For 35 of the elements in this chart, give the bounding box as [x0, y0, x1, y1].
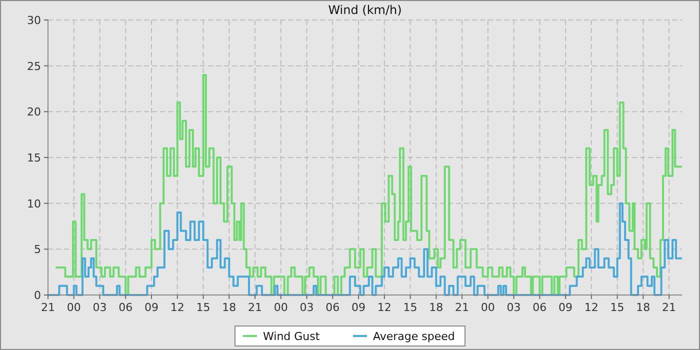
- x-tick-label: 18: [429, 301, 444, 314]
- x-tick-label: 00: [274, 301, 288, 314]
- x-tick-label: 12: [170, 301, 184, 314]
- x-tick-label: 00: [66, 301, 81, 314]
- y-tick-label: 15: [27, 152, 41, 164]
- x-tick-label: 06: [118, 301, 133, 314]
- x-tick-label: 03: [92, 301, 107, 314]
- y-tick-label: 30: [27, 14, 41, 27]
- x-tick-label: 18: [222, 301, 236, 314]
- x-tick-label: 21: [41, 301, 55, 314]
- x-tick-label: 12: [584, 301, 598, 314]
- legend-label: Wind Gust: [263, 330, 320, 343]
- x-tick-label: 15: [196, 301, 210, 314]
- x-tick-label: 00: [480, 301, 495, 314]
- x-tick-label: 21: [662, 301, 676, 314]
- x-tick-label: 18: [636, 301, 650, 314]
- x-tick-label: 03: [300, 301, 314, 314]
- x-tick-label: 09: [558, 301, 573, 314]
- y-tick-label: 10: [27, 197, 41, 210]
- y-tick-label: 20: [27, 106, 41, 119]
- chart-title: Wind (km/h): [328, 3, 402, 17]
- x-tick-label: 09: [352, 301, 366, 314]
- y-tick-label: 25: [27, 60, 41, 73]
- legend-label: Average speed: [373, 330, 455, 343]
- x-tick-label: 03: [506, 301, 521, 314]
- x-tick-label: 12: [377, 301, 392, 314]
- y-tick-label: 0: [34, 289, 41, 302]
- x-tick-label: 09: [144, 301, 159, 314]
- x-tick-label: 15: [403, 301, 418, 314]
- x-tick-label: 21: [248, 301, 262, 314]
- y-tick-label: 5: [34, 243, 41, 256]
- x-tick-label: 06: [326, 301, 340, 314]
- x-tick-label: 15: [610, 301, 624, 314]
- x-tick-label: 21: [455, 301, 470, 314]
- x-tick-label: 06: [532, 301, 547, 314]
